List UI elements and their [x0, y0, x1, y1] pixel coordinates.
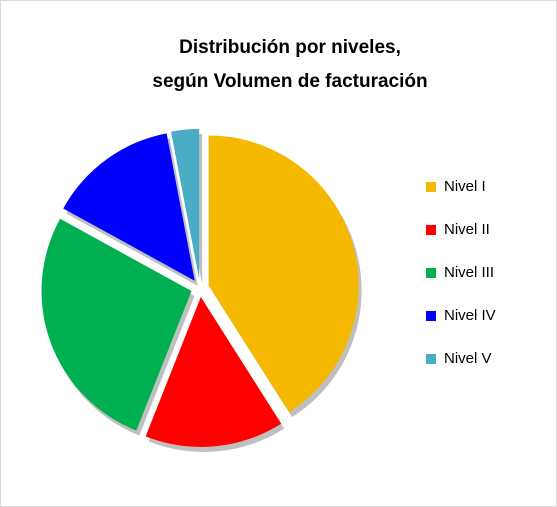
chart-title: según Volumen de facturación — [152, 71, 427, 92]
pie — [41, 129, 362, 452]
slice — [171, 129, 200, 280]
legend-swatch — [426, 225, 436, 235]
slice — [145, 296, 282, 447]
legend-label: Nivel IV — [444, 307, 496, 324]
legend-label: Nivel II — [444, 221, 490, 238]
legend-label: Nivel V — [444, 350, 492, 367]
chart-title: Distribución por niveles, — [179, 37, 401, 58]
slice — [41, 218, 192, 431]
slice — [63, 133, 195, 281]
legend-swatch — [426, 311, 436, 321]
slice — [208, 135, 359, 413]
legend-label: Nivel III — [444, 264, 494, 281]
legend-swatch — [426, 354, 436, 364]
legend-swatch — [426, 182, 436, 192]
legend: Nivel I Nivel II Nivel III Nivel IV Nivel V — [426, 178, 496, 367]
legend-label: Nivel I — [444, 178, 486, 195]
legend-swatch — [426, 268, 436, 278]
